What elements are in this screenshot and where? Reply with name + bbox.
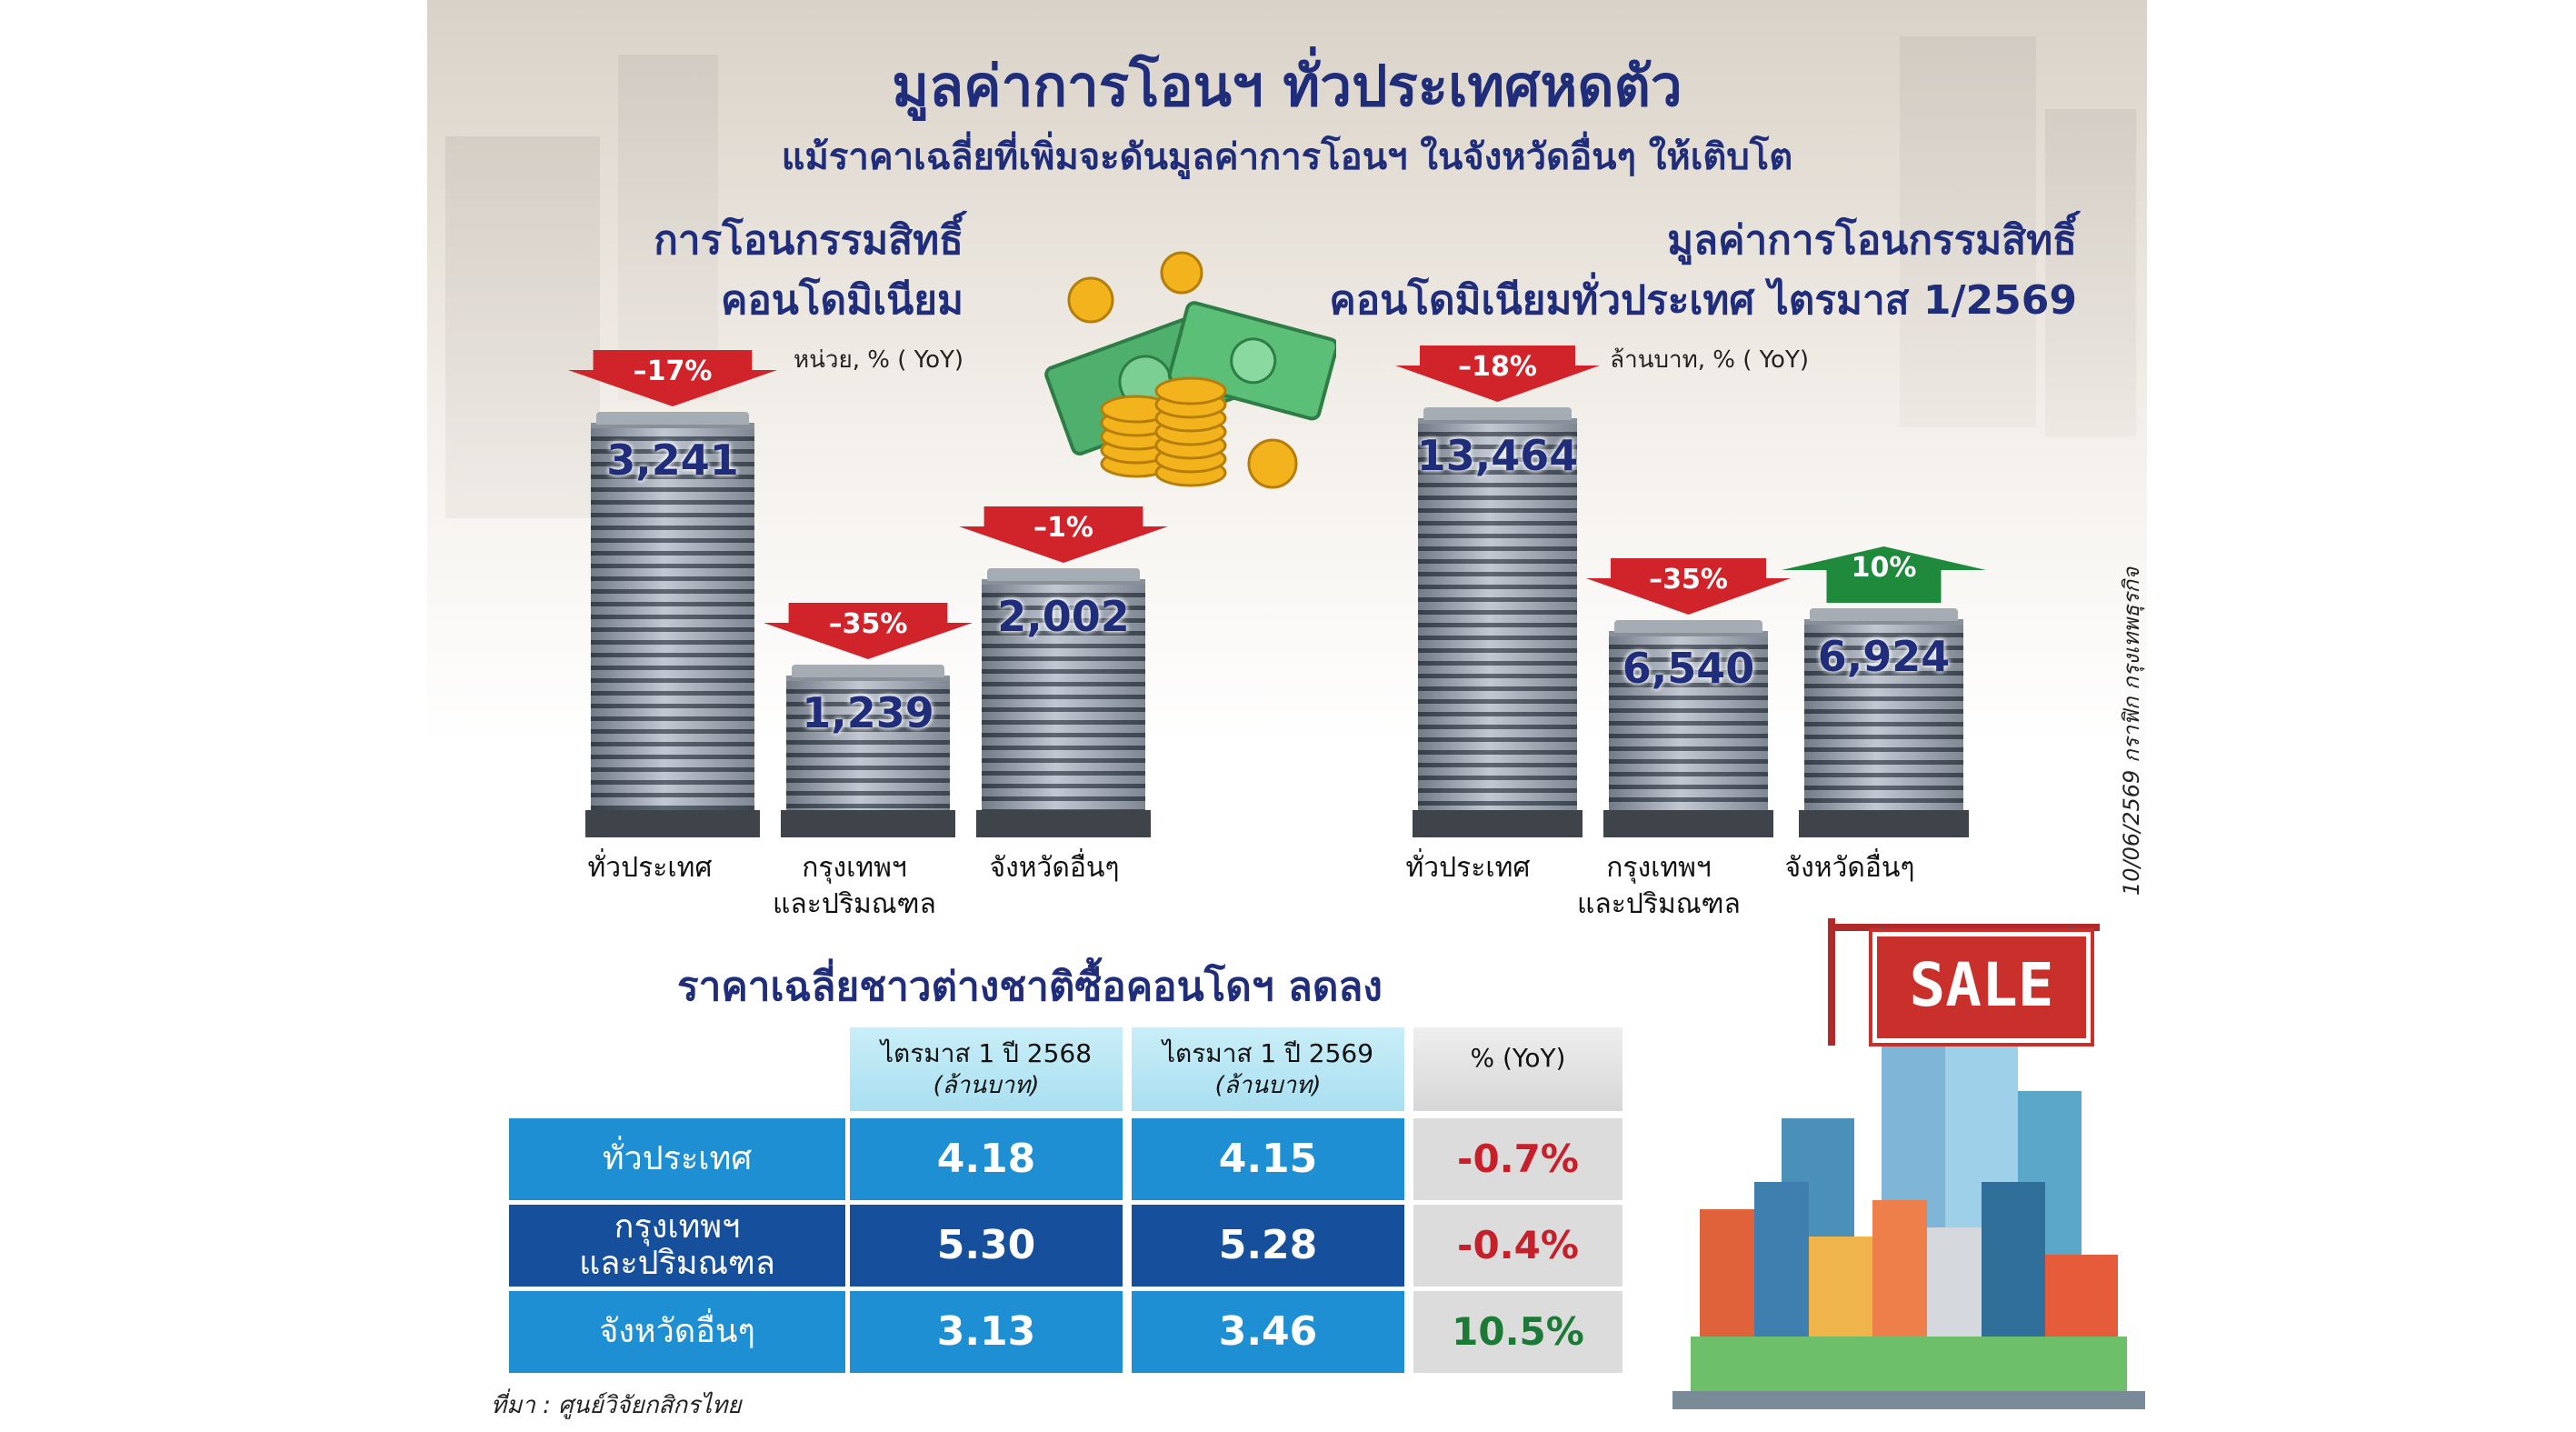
table-row-3-yoy: 10.5% (1413, 1291, 1622, 1373)
table-row-3-2569: 3.46 (1132, 1291, 1404, 1373)
right-bar-roof (1810, 608, 1958, 621)
right-bar-2 (1603, 620, 1773, 837)
left-bar-roof (792, 665, 944, 677)
right-chart-title-line1: มูลค่าการโอนกรรมสิทธิ์ (1667, 217, 2077, 264)
table-header-2569: ไตรมาส 1 ปี 2569 (ล้านบาท) (1132, 1027, 1404, 1111)
sale-sign: SALE (1869, 928, 2094, 1046)
right-bar-3 (1799, 608, 1969, 837)
right-xlabel-1: ทั่วประเทศ (1386, 850, 1550, 886)
right-bar-roof (1614, 620, 1762, 633)
left-down-arrow-1: –17% (568, 350, 777, 406)
right-chart-title: มูลค่าการโอนกรรมสิทธิ์ คอนโดมิเนียมทั่วป… (1227, 211, 2077, 331)
table-row-1-yoy: -0.7% (1413, 1118, 1622, 1200)
table-row-2-yoy: -0.4% (1413, 1205, 1622, 1287)
money-coins-icon (1044, 251, 1336, 489)
right-xlabel-2-line2: และปริมณฑล (1577, 888, 1741, 920)
table-row-1-2569: 4.15 (1132, 1118, 1404, 1200)
left-value-label-1: 3,241 (606, 436, 739, 485)
table-row-2-2569: 5.28 (1132, 1205, 1404, 1287)
right-value-label-3: 6,924 (1817, 632, 1951, 681)
left-xlabel-1: ทั่วประเทศ (568, 850, 732, 886)
right-xlabel-1-line1: ทั่วประเทศ (1405, 852, 1531, 884)
right-value-label-1: 13,464 (1416, 431, 1579, 480)
table-header-2568-unit: (ล้านบาท) (933, 1072, 1040, 1099)
right-yoy-label-2: –35% (1649, 564, 1728, 596)
table-header-2569-label: ไตรมาส 1 ปี 2569 (1162, 1038, 1374, 1068)
left-value-label-3: 2,002 (997, 592, 1130, 641)
background-building (445, 136, 600, 518)
right-yoy-label-3: 10% (1851, 552, 1917, 584)
right-bar-base (1413, 810, 1583, 837)
right-value-label-2: 6,540 (1622, 644, 1755, 693)
left-bar-1 (585, 412, 760, 837)
table-row-2-label-line2: และปริมณฑล (579, 1245, 775, 1282)
right-bar-base (1799, 810, 1969, 837)
table-row-3-label: จังหวัดอื่นๆ (509, 1291, 845, 1373)
left-chart-title-line1: การโอนกรรมสิทธิ์ (654, 217, 964, 264)
left-xlabel-1-line1: ทั่วประเทศ (587, 852, 713, 884)
left-bar-roof (987, 568, 1140, 581)
right-xlabel-2: กรุงเทพฯ และปริมณฑล (1568, 850, 1750, 923)
right-xlabel-3: จังหวัดอื่นๆ (1759, 850, 1941, 886)
table-header-yoy: % (YoY) (1413, 1027, 1622, 1111)
right-bar-roof (1423, 407, 1572, 420)
left-xlabel-3-line1: จังหวัดอื่นๆ (989, 852, 1120, 884)
table-header-2568-label: ไตรมาส 1 ปี 2568 (880, 1038, 1093, 1068)
right-bar-1 (1413, 407, 1583, 837)
table-row-1-label: ทั่วประเทศ (509, 1118, 845, 1200)
right-up-arrow-3: 10% (1782, 546, 1986, 603)
left-yoy-label-1: –17% (633, 355, 713, 387)
left-bar-base (781, 810, 955, 837)
left-bar-base (585, 810, 760, 837)
left-chart-unit: หน่วย, % ( YoY) (793, 346, 964, 374)
left-bar-3 (976, 568, 1151, 837)
page-subtitle: แม้ราคาเฉลี่ยที่เพิ่มจะดันมูลค่าการโอนฯ … (781, 136, 1793, 178)
table-header-2568: ไตรมาส 1 ปี 2568 (ล้านบาท) (850, 1027, 1123, 1111)
left-value-label-2: 1,239 (802, 688, 934, 737)
left-yoy-label-3: –1% (1033, 512, 1093, 544)
table-header-2569-unit: (ล้านบาท) (1214, 1072, 1322, 1099)
left-yoy-label-2: –35% (828, 608, 908, 640)
background-building (2045, 109, 2136, 436)
right-xlabel-3-line1: จังหวัดอื่นๆ (1784, 852, 1915, 884)
left-chart-title: การโอนกรรมสิทธิ์ คอนโดมิเนียม (518, 211, 964, 331)
right-down-arrow-2: –35% (1586, 558, 1791, 615)
table-row-2-label-line1: กรุงเทพฯ (614, 1208, 741, 1246)
source-note: ที่มา : ศูนย์วิจัยกสิกรไทย (491, 1392, 742, 1419)
right-down-arrow-1: –18% (1395, 345, 1600, 402)
left-xlabel-2-line2: และปริมณฑล (773, 888, 936, 920)
left-chart-title-line2: คอนโดมิเนียม (720, 277, 964, 324)
infographic-panel: มูลค่าการโอนฯ ทั่วประเทศหดตัว แม้ราคาเฉล… (427, 0, 2147, 1432)
table-row-1-2568: 4.18 (850, 1118, 1123, 1200)
table-row-2-2568: 5.30 (850, 1205, 1123, 1287)
table-title: ราคาเฉลี่ยชาวต่างชาติซื้อคอนโดฯ ลดลง (677, 964, 1383, 1010)
page-title: มูลค่าการโอนฯ ทั่วประเทศหดตัว (892, 53, 1682, 119)
left-bar-roof (596, 412, 749, 425)
right-xlabel-2-line1: กรุงเทพฯ (1606, 852, 1712, 884)
graphic-credit: 10/06/2569 กราฟิก กรุงเทพธุรกิจ (2119, 566, 2144, 896)
left-xlabel-2: กรุงเทพฯ และปริมณฑล (764, 850, 945, 923)
left-down-arrow-2: –35% (764, 603, 973, 659)
table-row-3-2568: 3.13 (850, 1291, 1123, 1373)
background-building (618, 55, 718, 400)
table-row-2-label: กรุงเทพฯ และปริมณฑล (509, 1205, 845, 1287)
right-bar-base (1603, 810, 1773, 837)
left-bar-2 (781, 665, 955, 837)
left-xlabel-2-line1: กรุงเทพฯ (802, 852, 907, 884)
left-xlabel-3: จังหวัดอื่นๆ (964, 850, 1145, 886)
left-down-arrow-3: –1% (959, 506, 1168, 563)
right-yoy-label-1: –18% (1458, 351, 1537, 383)
background-building (1900, 36, 2036, 427)
right-chart-unit: ล้านบาท, % ( YoY) (1610, 346, 1809, 374)
left-bar-base (976, 810, 1151, 837)
right-chart-title-line2: คอนโดมิเนียมทั่วประเทศ ไตรมาส 1/2569 (1329, 277, 2077, 324)
